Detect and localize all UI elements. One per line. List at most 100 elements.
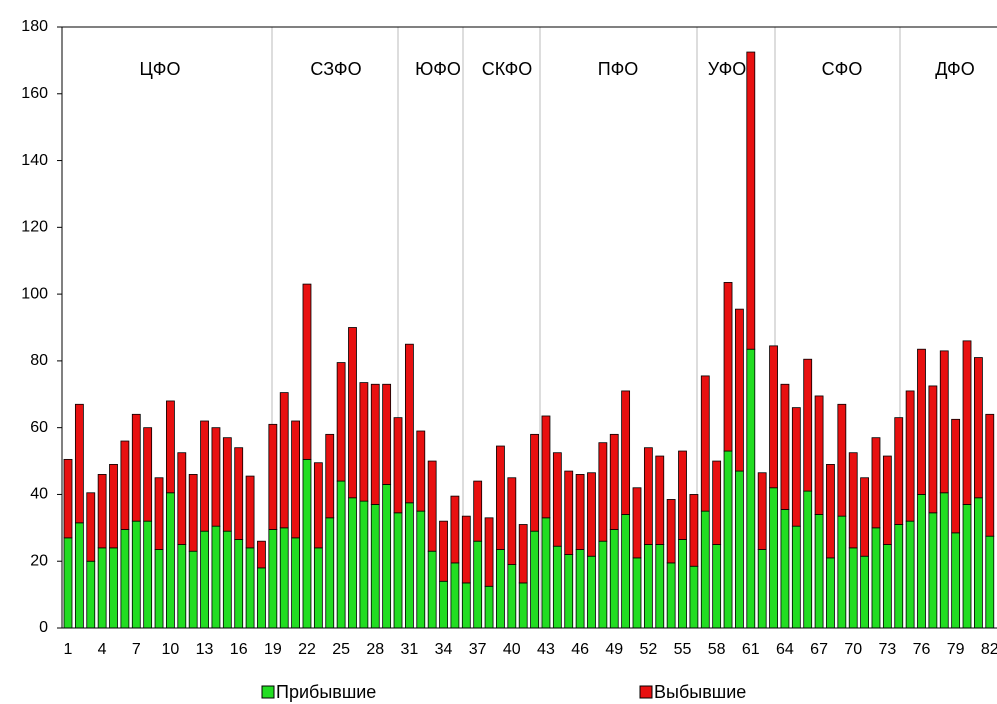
bar-segment (769, 345, 778, 489)
bar-segment (678, 539, 687, 629)
bar-segment (530, 433, 539, 532)
y-tick-label: 60 (30, 419, 48, 436)
bar-segment (530, 530, 539, 629)
x-tick-label: 25 (332, 641, 350, 658)
bar-segment (484, 585, 494, 629)
bar-segment (598, 442, 608, 542)
y-tick-label: 100 (21, 285, 48, 302)
bar-segment (985, 413, 995, 537)
bar-segment (552, 452, 562, 547)
region-label: ЮФО (415, 59, 461, 79)
bar-segment (336, 362, 346, 482)
legend-label: Прибывшие (276, 682, 376, 702)
bar-segment (188, 550, 198, 629)
bar-segment (336, 480, 346, 629)
bar-segment (120, 529, 130, 629)
bar-segment (496, 445, 505, 550)
bar-segment (643, 447, 653, 545)
bar-segment (404, 343, 414, 504)
bar-segment (313, 547, 323, 629)
y-tick-label: 160 (21, 85, 48, 102)
legend-label: Выбывшие (654, 682, 746, 702)
bar-segment (166, 400, 175, 494)
bar-segment (496, 549, 505, 629)
bar-segment (109, 463, 118, 549)
bar-segment (609, 529, 619, 629)
bar-segment (632, 487, 642, 559)
x-tick-label: 64 (776, 641, 794, 658)
bar-segment (154, 477, 164, 550)
bar-segment (200, 530, 209, 629)
bar-segment (666, 499, 676, 564)
bar-segment (894, 524, 904, 629)
bar-segment (621, 390, 631, 515)
bar-segment (416, 510, 426, 629)
bar-segment (791, 407, 801, 527)
bar-segment (473, 540, 483, 629)
bar-segment (587, 555, 596, 629)
bar-segment (439, 580, 448, 629)
bar-segment (63, 537, 73, 629)
bar-segment (507, 564, 517, 629)
bar-segment (860, 477, 869, 557)
bar-segment (803, 358, 813, 492)
x-tick-label: 82 (981, 641, 997, 658)
bar-segment (723, 450, 733, 629)
bar-segment (257, 540, 266, 569)
x-tick-label: 61 (742, 641, 760, 658)
legend-swatch (261, 685, 275, 699)
bar-segment (655, 455, 665, 545)
y-tick-label: 180 (21, 18, 48, 35)
bar-segment (939, 350, 949, 494)
x-tick-label: 40 (503, 641, 521, 658)
bar-segment (393, 417, 403, 514)
bar-segment (325, 433, 335, 519)
bar-segment (109, 547, 118, 629)
bar-segment (291, 537, 301, 629)
x-tick-label: 34 (435, 641, 453, 658)
bar-segment (177, 452, 187, 545)
region-label: УФО (708, 59, 747, 79)
y-tick-label: 0 (39, 619, 48, 636)
bar-segment (894, 417, 904, 525)
region-label: СЗФО (310, 59, 361, 79)
x-tick-label: 22 (298, 641, 316, 658)
x-tick-label: 16 (230, 641, 248, 658)
bar-segment (188, 474, 198, 552)
bar-segment (302, 458, 312, 629)
bar-segment (200, 420, 209, 532)
x-tick-label: 67 (810, 641, 828, 658)
bar-segment (382, 484, 392, 629)
bar-segment (757, 472, 767, 550)
bar-segment (279, 392, 289, 529)
y-tick-label: 120 (21, 219, 48, 236)
bar-segment (564, 470, 574, 555)
bar-segment (780, 383, 790, 510)
bar-segment (484, 517, 494, 587)
bar-segment (803, 490, 813, 629)
bar-segment (666, 562, 676, 629)
x-tick-label: 37 (469, 641, 487, 658)
bar-segment (757, 549, 767, 629)
bar-segment (143, 427, 153, 522)
bar-segment (689, 565, 699, 629)
region-label: ПФО (598, 59, 639, 79)
bar-segment (621, 514, 631, 629)
bar-segment (541, 415, 551, 519)
y-tick-label: 40 (30, 486, 48, 503)
region-label: ДФО (935, 59, 974, 79)
bar-segment (905, 390, 915, 522)
bar-segment (882, 544, 892, 629)
bar-segment (780, 509, 790, 629)
region-label: ЦФО (139, 59, 180, 79)
bar-segment (871, 527, 881, 629)
x-tick-label: 13 (196, 641, 214, 658)
bar-segment (575, 549, 585, 629)
bar-segment (222, 437, 232, 532)
bar-segment (962, 504, 972, 629)
x-tick-label: 52 (639, 641, 657, 658)
bar-segment (63, 458, 73, 539)
bar-segment (359, 500, 369, 629)
bar-segment (928, 385, 938, 514)
y-tick-label: 20 (30, 552, 48, 569)
